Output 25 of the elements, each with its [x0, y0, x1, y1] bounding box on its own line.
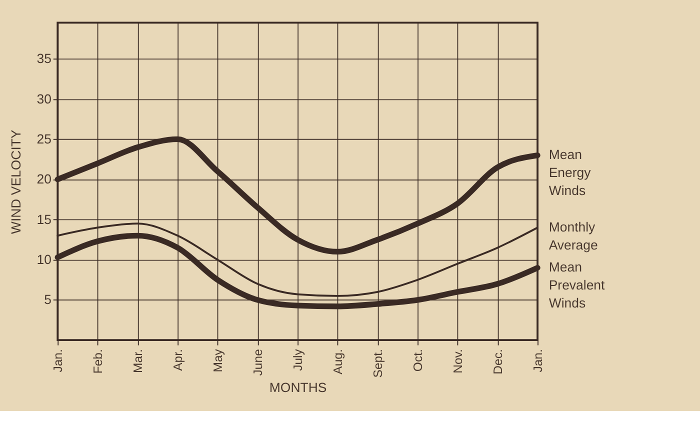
series-label: Monthly Average [548, 219, 598, 252]
series-label: Mean Energy Winds [548, 147, 592, 198]
y-tick-label: 5 [44, 292, 52, 308]
y-tick-label: 30 [36, 91, 52, 106]
x-tick-label: Oct. [410, 349, 425, 372]
x-tick-label: Mar. [130, 349, 145, 373]
y-tick-label: 25 [36, 131, 52, 146]
x-tick-label: Dec. [490, 349, 505, 374]
y-tick-label: 15 [36, 212, 52, 227]
x-tick-label: Aug. [330, 349, 345, 374]
y-tick-label: 35 [36, 51, 52, 66]
y-tick-label: 20 [36, 172, 52, 187]
x-tick-label: Feb. [90, 349, 105, 374]
series-label: Mean Prevalent Winds [548, 260, 606, 310]
x-tick-label: Apr. [170, 349, 185, 371]
y-axis-title: WIND VELOCITY [8, 130, 24, 234]
x-axis-title: MONTHS [269, 380, 327, 395]
x-tick-label: June [250, 348, 265, 376]
x-tick-label: Jan. [530, 349, 545, 372]
y-tick-label: 10 [36, 252, 52, 268]
x-tick-label: July [290, 348, 305, 371]
x-tick-label: Jan. [50, 349, 65, 372]
x-tick-label: Sept. [370, 349, 385, 378]
x-tick-label: May [210, 348, 225, 372]
x-tick-label: Nov. [450, 349, 465, 374]
